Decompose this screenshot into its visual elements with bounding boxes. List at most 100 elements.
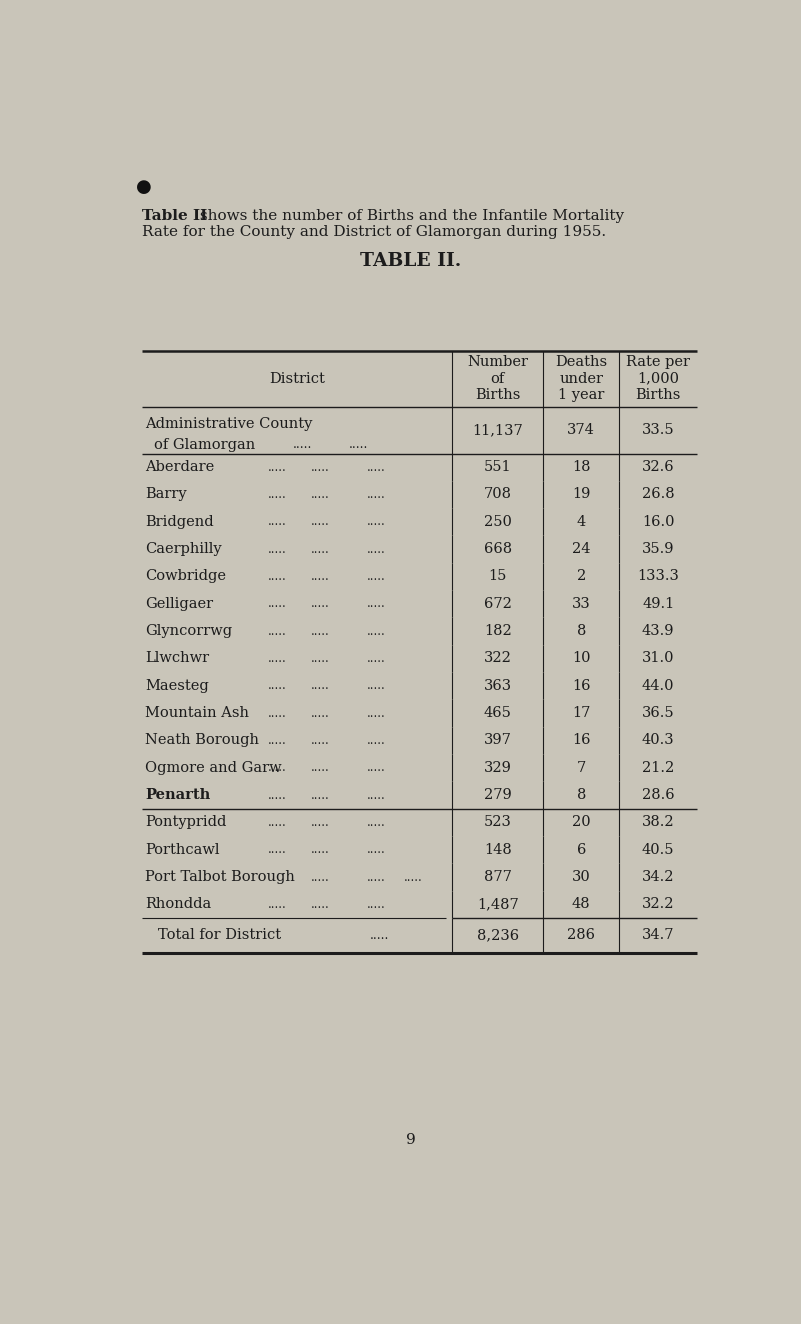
Text: 44.0: 44.0 — [642, 679, 674, 692]
Text: .....: ..... — [311, 789, 330, 801]
Text: .....: ..... — [367, 543, 386, 556]
Text: Barry: Barry — [146, 487, 187, 502]
Text: .....: ..... — [311, 761, 330, 775]
Text: 33.5: 33.5 — [642, 424, 674, 437]
Text: .....: ..... — [268, 707, 287, 719]
Text: 16: 16 — [572, 679, 590, 692]
Text: 465: 465 — [484, 706, 512, 720]
Text: 24: 24 — [572, 542, 590, 556]
Text: TABLE II.: TABLE II. — [360, 252, 461, 270]
Text: Total for District: Total for District — [158, 928, 281, 943]
Text: 20: 20 — [572, 816, 590, 829]
Text: .....: ..... — [268, 898, 287, 911]
Text: Gelligaer: Gelligaer — [146, 597, 214, 610]
Text: .....: ..... — [311, 597, 330, 610]
Text: Llwchwr: Llwchwr — [146, 651, 210, 666]
Text: .....: ..... — [367, 843, 386, 857]
Text: Table II: Table II — [143, 209, 207, 222]
Text: 26.8: 26.8 — [642, 487, 674, 502]
Text: .....: ..... — [367, 870, 386, 883]
Text: .....: ..... — [311, 707, 330, 719]
Text: .....: ..... — [367, 733, 386, 747]
Text: Administrative County: Administrative County — [146, 417, 313, 430]
Text: 374: 374 — [567, 424, 595, 437]
Text: 34.7: 34.7 — [642, 928, 674, 943]
Text: .....: ..... — [367, 898, 386, 911]
Text: 397: 397 — [484, 733, 512, 747]
Text: .....: ..... — [268, 651, 287, 665]
Text: 551: 551 — [484, 461, 512, 474]
Text: 38.2: 38.2 — [642, 816, 674, 829]
Text: .....: ..... — [311, 625, 330, 638]
Text: 1,487: 1,487 — [477, 898, 518, 911]
Text: Aberdare: Aberdare — [146, 461, 215, 474]
Text: Caerphilly: Caerphilly — [146, 542, 222, 556]
Text: Porthcawl: Porthcawl — [146, 842, 220, 857]
Text: .....: ..... — [367, 569, 386, 583]
Text: 10: 10 — [572, 651, 590, 666]
Text: 32.6: 32.6 — [642, 461, 674, 474]
Text: .....: ..... — [268, 843, 287, 857]
Text: .....: ..... — [268, 569, 287, 583]
Text: .....: ..... — [311, 733, 330, 747]
Text: Neath Borough: Neath Borough — [146, 733, 260, 747]
Text: .....: ..... — [311, 816, 330, 829]
Text: .....: ..... — [268, 489, 287, 500]
Text: .....: ..... — [367, 651, 386, 665]
Text: .....: ..... — [268, 515, 287, 528]
Text: .....: ..... — [367, 461, 386, 474]
Text: District: District — [269, 372, 325, 385]
Text: Pontypridd: Pontypridd — [146, 816, 227, 829]
Text: .....: ..... — [367, 816, 386, 829]
Text: .....: ..... — [268, 679, 287, 692]
Text: 2: 2 — [577, 569, 586, 584]
Text: 15: 15 — [489, 569, 507, 584]
Text: 33: 33 — [572, 597, 590, 610]
Text: .....: ..... — [367, 489, 386, 500]
Text: of Glamorgan: of Glamorgan — [154, 438, 255, 453]
Text: Mountain Ash: Mountain Ash — [146, 706, 249, 720]
Text: .....: ..... — [311, 461, 330, 474]
Text: 31.0: 31.0 — [642, 651, 674, 666]
Text: 322: 322 — [484, 651, 512, 666]
Text: 523: 523 — [484, 816, 512, 829]
Text: .....: ..... — [311, 515, 330, 528]
Text: .....: ..... — [311, 843, 330, 857]
Text: Rate per
1,000
Births: Rate per 1,000 Births — [626, 355, 690, 401]
Text: .....: ..... — [268, 733, 287, 747]
Text: .....: ..... — [311, 543, 330, 556]
Text: 28.6: 28.6 — [642, 788, 674, 802]
Text: .....: ..... — [292, 438, 312, 451]
Text: 32.2: 32.2 — [642, 898, 674, 911]
Text: .....: ..... — [311, 870, 330, 883]
Text: 16: 16 — [572, 733, 590, 747]
Text: 668: 668 — [484, 542, 512, 556]
Text: .....: ..... — [405, 870, 423, 883]
Text: 21.2: 21.2 — [642, 761, 674, 775]
Text: Rate for the County and District of Glamorgan during 1955.: Rate for the County and District of Glam… — [143, 225, 606, 240]
Text: 279: 279 — [484, 788, 512, 802]
Text: Deaths
under
1 year: Deaths under 1 year — [555, 355, 607, 401]
Text: .....: ..... — [268, 461, 287, 474]
Text: 8: 8 — [577, 788, 586, 802]
Text: .....: ..... — [311, 651, 330, 665]
Text: .....: ..... — [367, 597, 386, 610]
Text: .....: ..... — [370, 929, 389, 941]
Text: Number
of
Births: Number of Births — [467, 355, 528, 401]
Text: Penarth: Penarth — [146, 788, 211, 802]
Text: 11,137: 11,137 — [473, 424, 523, 437]
Text: 133.3: 133.3 — [638, 569, 679, 584]
Text: Ogmore and Garw: Ogmore and Garw — [146, 761, 282, 775]
Text: .....: ..... — [268, 816, 287, 829]
Text: .....: ..... — [268, 597, 287, 610]
Text: 182: 182 — [484, 624, 512, 638]
Text: .....: ..... — [311, 569, 330, 583]
Text: 877: 877 — [484, 870, 512, 884]
Text: Bridgend: Bridgend — [146, 515, 214, 528]
Text: 30: 30 — [572, 870, 590, 884]
Text: 43.9: 43.9 — [642, 624, 674, 638]
Text: 7: 7 — [577, 761, 586, 775]
Text: 17: 17 — [572, 706, 590, 720]
Text: .....: ..... — [348, 438, 368, 451]
Text: 672: 672 — [484, 597, 512, 610]
